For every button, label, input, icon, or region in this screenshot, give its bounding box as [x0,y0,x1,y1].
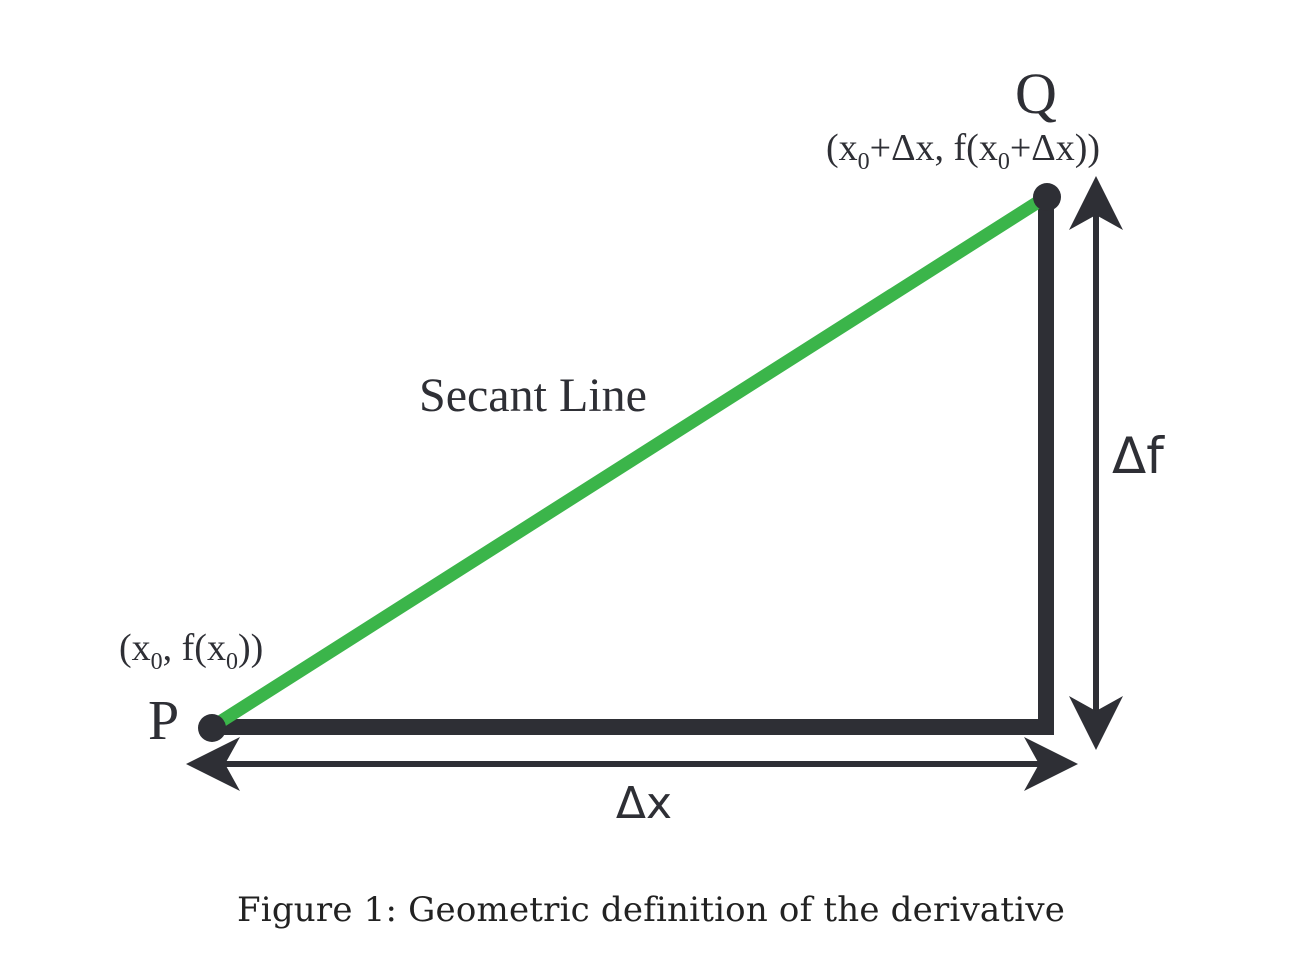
p-coord-close: )) [238,627,263,669]
point-q-dot [1033,183,1061,211]
q-coord-sub2: 0 [998,149,1010,175]
delta-f-arrow [1069,176,1123,750]
delta-x-label: Δx [616,778,672,829]
figure-caption: Figure 1: Geometric definition of the de… [236,890,1066,930]
secant-line-label: Secant Line [419,369,647,422]
point-q-coordinates: (x0+Δx, f(x0+Δx)) [826,127,1100,175]
q-coord-mid: +Δx, f(x [870,127,998,169]
point-p-coordinates: (x0, f(x0)) [119,627,263,675]
p-coord-mid: , f(x [163,627,226,669]
point-q-label: Q [1015,61,1057,126]
p-coord-sub1: 0 [151,649,163,675]
p-coord-sub2: 0 [226,649,238,675]
q-coord-close: +Δx)) [1010,127,1100,169]
q-coord-open: (x [826,127,858,169]
delta-f-label: Δf [1112,427,1165,485]
point-p-label: P [148,690,179,752]
point-p-dot [198,714,226,742]
secant-line [205,190,1053,734]
delta-x-arrow [186,737,1078,791]
p-coord-open: (x [119,627,151,669]
q-coord-sub1: 0 [858,149,870,175]
